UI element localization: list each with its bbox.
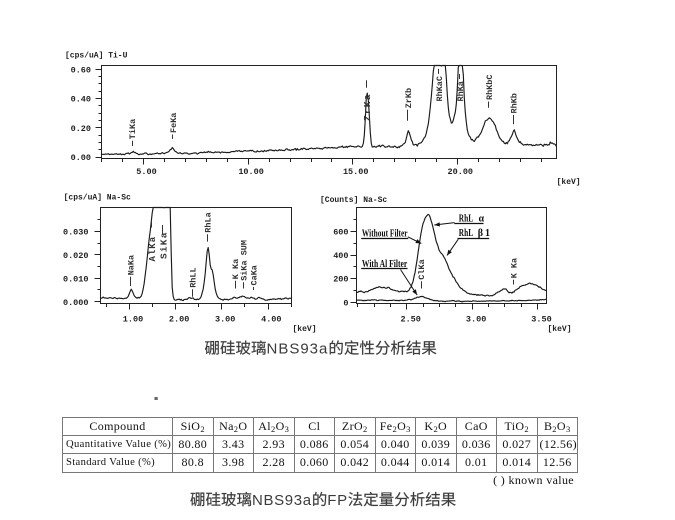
svg-text:200: 200 <box>333 275 348 285</box>
svg-text:β: β <box>478 228 483 239</box>
svg-text:NBS93a: NBS93a <box>267 341 329 358</box>
svg-text:FP: FP <box>327 492 347 509</box>
svg-text:RhKaC: RhKaC <box>435 76 445 102</box>
svg-text:With Al Filter: With Al Filter <box>362 259 408 270</box>
svg-text:15.00: 15.00 <box>343 167 369 177</box>
svg-text:AlKa: AlKa <box>148 236 158 262</box>
svg-text:10.00: 10.00 <box>238 167 264 177</box>
svg-text:[Counts] Na-Sc: [Counts] Na-Sc <box>320 196 387 205</box>
svg-text:3.00: 3.00 <box>215 315 235 325</box>
svg-text:RhL: RhL <box>459 214 474 225</box>
svg-text:[keV]: [keV] <box>548 325 572 334</box>
svg-text:[keV]: [keV] <box>293 325 317 334</box>
svg-text:RhKa: RhKa <box>456 81 466 101</box>
svg-text:SiKa SUM: SiKa SUM <box>240 240 250 281</box>
svg-text:2.50: 2.50 <box>400 315 420 325</box>
svg-text:NBS93a: NBS93a <box>252 492 312 509</box>
svg-text:0: 0 <box>343 298 348 308</box>
svg-text:RhL: RhL <box>459 228 474 239</box>
svg-text:SiKa: SiKa <box>158 231 169 259</box>
svg-text:0.020: 0.020 <box>63 251 89 261</box>
svg-text:4.00: 4.00 <box>261 315 281 325</box>
svg-text:0.030: 0.030 <box>63 227 89 237</box>
svg-text:3.50: 3.50 <box>531 315 551 325</box>
svg-text:1: 1 <box>485 228 490 239</box>
svg-text:ClKa: ClKa <box>417 259 427 279</box>
svg-text:RhKb: RhKb <box>509 93 519 113</box>
svg-text:NaKa: NaKa <box>126 255 136 275</box>
svg-text:2.00: 2.00 <box>169 315 189 325</box>
svg-text:0.000: 0.000 <box>63 298 89 308</box>
svg-text:Without Filter: Without Filter <box>362 228 408 239</box>
svg-text:K Ka: K Ka <box>509 258 519 278</box>
svg-text:0.40: 0.40 <box>71 95 91 105</box>
svg-text:RhKbC: RhKbC <box>485 74 495 100</box>
svg-text:0.20: 0.20 <box>71 124 91 134</box>
svg-text:5.00: 5.00 <box>136 167 156 177</box>
svg-text:RhLL: RhLL <box>188 267 198 287</box>
svg-text:0.010: 0.010 <box>63 274 89 284</box>
svg-text:FeKa: FeKa <box>169 113 179 133</box>
svg-text:[cps/uA] Na-Sc: [cps/uA] Na-Sc <box>64 194 131 203</box>
svg-text:ZrKa: ZrKa <box>362 93 373 121</box>
svg-text:TiKa: TiKa <box>128 119 138 139</box>
svg-text:3.00: 3.00 <box>466 315 486 325</box>
svg-text:RhLa: RhLa <box>204 212 214 232</box>
svg-text:0.60: 0.60 <box>71 65 91 75</box>
svg-text:α: α <box>479 214 485 225</box>
svg-text:400: 400 <box>333 251 348 261</box>
svg-text:[keV]: [keV] <box>557 178 581 187</box>
svg-text:1.00: 1.00 <box>123 315 143 325</box>
svg-text:K Ka: K Ka <box>231 259 241 279</box>
svg-text:[cps/uA] Ti-U: [cps/uA] Ti-U <box>65 52 128 61</box>
svg-text:20.00: 20.00 <box>448 167 474 177</box>
svg-text:CaKa: CaKa <box>250 265 260 285</box>
svg-text:600: 600 <box>333 228 348 238</box>
svg-text:ZrKb: ZrKb <box>404 88 414 108</box>
svg-text:0.00: 0.00 <box>71 153 91 163</box>
